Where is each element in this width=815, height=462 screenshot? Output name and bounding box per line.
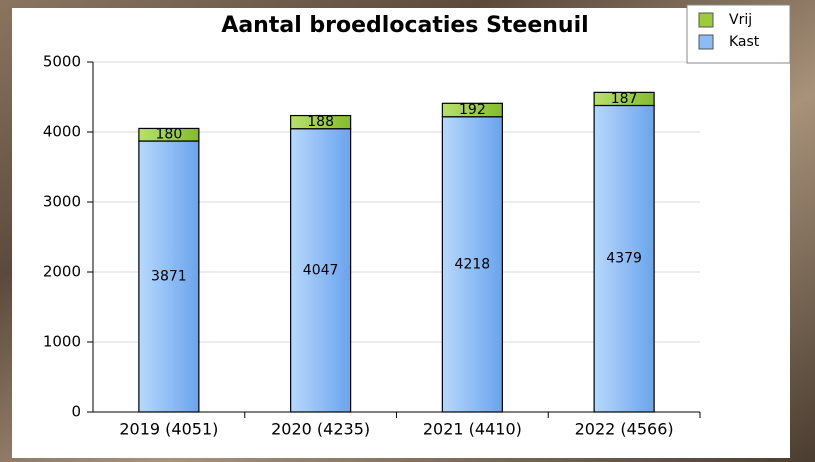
value-label: 4379 — [606, 251, 642, 267]
value-label: 188 — [307, 114, 334, 130]
value-label: 3871 — [151, 269, 187, 285]
y-tick-label: 4000 — [43, 123, 81, 141]
value-label: 187 — [611, 91, 638, 107]
chart-panel — [12, 8, 790, 458]
bar-segment — [138, 127, 200, 142]
value-label: 4047 — [303, 262, 339, 278]
x-tick-label: 2022 (4566) — [575, 420, 674, 439]
bar-segment — [290, 128, 352, 413]
value-label: 4218 — [455, 256, 491, 272]
y-tick-label: 5000 — [43, 53, 81, 71]
y-tick-label: 0 — [71, 403, 81, 421]
x-tick-label: 2021 (4410) — [423, 420, 522, 439]
bar-segment — [290, 114, 352, 130]
bar-segment — [593, 91, 655, 107]
bar-segment — [441, 116, 503, 413]
y-tick-label: 1000 — [43, 333, 81, 351]
legend-label: Kast — [729, 34, 760, 50]
bar-segment — [441, 102, 503, 118]
legend-swatch — [698, 34, 714, 50]
y-tick-label: 3000 — [43, 193, 81, 211]
legend-swatch — [698, 12, 714, 28]
bar-segment — [138, 140, 200, 413]
x-tick-label: 2019 (4051) — [119, 420, 218, 439]
x-tick-label: 2020 (4235) — [271, 420, 370, 439]
legend-label: Vrij — [729, 12, 752, 28]
chart-title: Aantal broedlocaties Steenuil — [221, 13, 588, 38]
y-tick-label: 2000 — [43, 263, 81, 281]
value-label: 180 — [156, 127, 183, 143]
value-label: 192 — [459, 102, 486, 118]
